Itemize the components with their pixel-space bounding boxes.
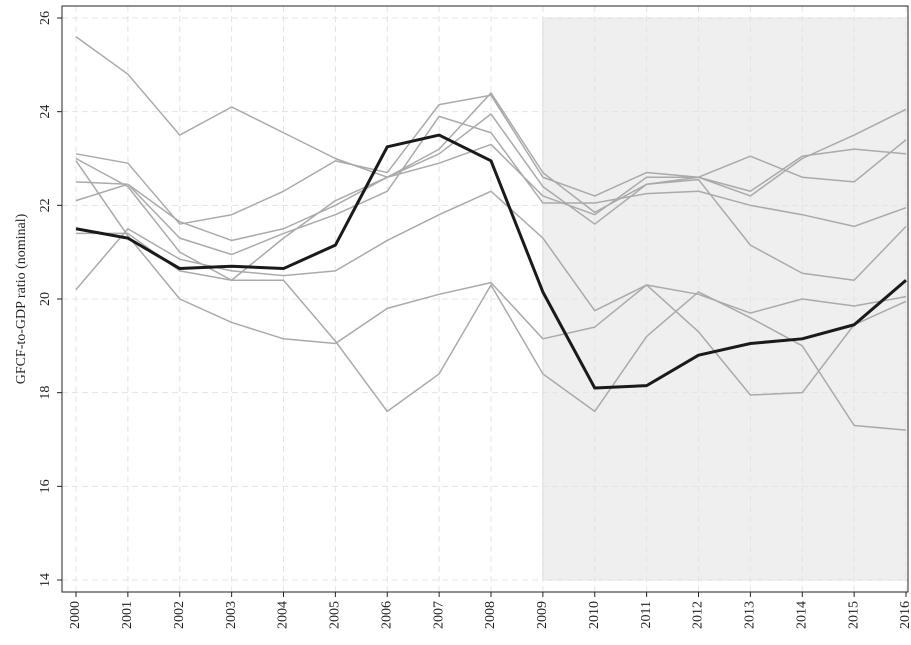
x-tick-label: 2014 xyxy=(794,601,809,629)
x-tick-label: 2012 xyxy=(691,601,706,629)
x-tick-label: 2009 xyxy=(535,601,550,629)
series-line xyxy=(75,115,907,256)
x-tick-label: 2000 xyxy=(68,601,83,629)
x-tick-label: 2006 xyxy=(379,601,394,629)
series-line xyxy=(75,133,907,390)
x-tick-label: 2002 xyxy=(172,601,187,629)
y-axis-label: GFCF-to-GDP ratio (nominal) xyxy=(14,213,29,384)
y-tick-label: 14 xyxy=(38,573,53,587)
x-tick-label: 2011 xyxy=(639,601,654,628)
y-tick-label: 22 xyxy=(38,198,53,212)
x-tick-label: 2001 xyxy=(120,601,135,629)
y-tick-label: 24 xyxy=(38,105,53,119)
series-line xyxy=(75,113,907,282)
plot-frame xyxy=(61,5,909,593)
series-line xyxy=(75,160,907,396)
series-line xyxy=(75,36,907,216)
y-tick-label: 16 xyxy=(38,479,53,493)
x-tick-label: 2008 xyxy=(483,601,498,629)
x-tick-label: 2004 xyxy=(276,601,291,629)
series-line xyxy=(75,92,907,242)
series-line xyxy=(75,94,907,225)
x-tick-label: 2007 xyxy=(431,601,446,629)
y-tick-label: 18 xyxy=(38,386,53,400)
x-tick-label: 2010 xyxy=(587,601,602,629)
series-line xyxy=(76,232,907,431)
x-tick-label: 2016 xyxy=(898,601,911,629)
x-tick-label: 2005 xyxy=(328,601,343,629)
y-tick-label: 20 xyxy=(38,292,53,306)
x-tick-label: 2013 xyxy=(743,601,758,629)
y-tick-label: 26 xyxy=(38,11,53,25)
x-tick-label: 2003 xyxy=(224,601,239,629)
x-tick-label: 2015 xyxy=(846,601,861,629)
